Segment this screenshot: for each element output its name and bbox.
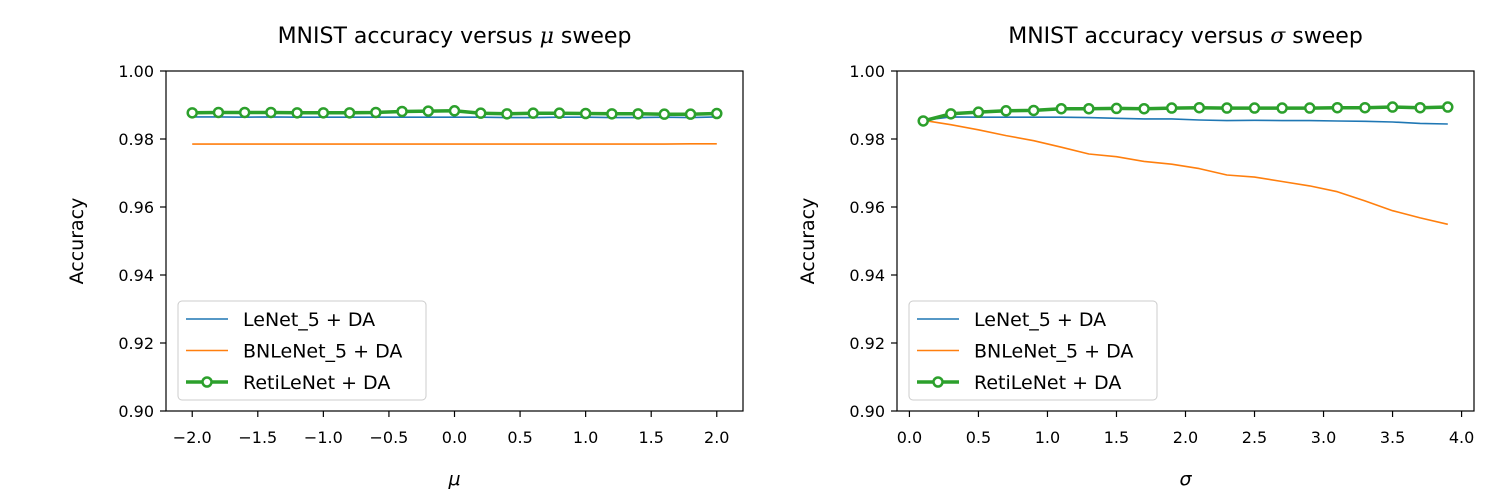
- x-tick-label: 0.0: [442, 428, 467, 447]
- series-point: [502, 109, 511, 118]
- series-point: [946, 109, 955, 118]
- y-axis-label: Accuracy: [66, 198, 88, 285]
- series-point: [188, 108, 197, 117]
- x-tick-label: 4.0: [1449, 428, 1474, 447]
- x-tick-label: 2.0: [704, 428, 729, 447]
- series-point: [529, 109, 538, 118]
- series-point: [1416, 103, 1425, 112]
- series-point: [919, 116, 928, 125]
- series-point: [398, 107, 407, 116]
- series-point: [1305, 104, 1314, 113]
- series-point: [1002, 106, 1011, 115]
- chart-title-suffix: sweep: [554, 24, 631, 49]
- chart-title-prefix: MNIST accuracy versus: [1008, 24, 1270, 49]
- series-point: [1443, 103, 1452, 112]
- series-line-1: [923, 117, 1448, 124]
- series-point: [371, 108, 380, 117]
- series-point: [1112, 104, 1121, 113]
- chart-title: MNIST accuracy versus μ sweep: [278, 24, 632, 49]
- series-point: [319, 108, 328, 117]
- y-tick-label: 0.94: [118, 266, 154, 285]
- y-tick-label: 0.92: [849, 334, 885, 353]
- series-point: [1250, 104, 1259, 113]
- series-point: [1222, 104, 1231, 113]
- chart-panel-1: MNIST accuracy versus μ sweep 0.90 0.92 0.9…: [66, 24, 743, 490]
- x-tick-label: 1.5: [1104, 428, 1129, 447]
- series-point: [686, 110, 695, 119]
- y-tick-label: 0.96: [849, 198, 885, 217]
- series-point: [214, 108, 223, 117]
- chart-title-prefix: MNIST accuracy versus: [278, 24, 540, 49]
- y-tick-label: 1.00: [118, 62, 154, 81]
- legend-label-1: LeNet_5 + DA: [974, 309, 1106, 331]
- legend-label-2: BNLeNet_5 + DA: [974, 341, 1133, 363]
- x-tick-label: 0.5: [507, 428, 532, 447]
- legend-label-1: LeNet_5 + DA: [243, 309, 375, 331]
- x-tick-label: 3.5: [1380, 428, 1405, 447]
- x-tick-label: −1.0: [304, 428, 343, 447]
- series-point: [712, 109, 721, 118]
- legend-label-2: BNLeNet_5 + DA: [243, 341, 402, 363]
- series-point: [266, 108, 275, 117]
- x-tick-label: 0.5: [966, 428, 991, 447]
- series-point: [1333, 103, 1342, 112]
- x-tick-label: 2.0: [1173, 428, 1198, 447]
- x-tick-label: −2.0: [173, 428, 212, 447]
- y-tick-label: 0.92: [118, 334, 154, 353]
- x-tick-label: −1.5: [238, 428, 277, 447]
- chart-title: MNIST accuracy versus σ sweep: [1008, 24, 1363, 49]
- legend-label-3: RetiLeNet + DA: [974, 372, 1121, 394]
- x-tick-label: 3.0: [1311, 428, 1336, 447]
- series-point: [450, 106, 459, 115]
- x-axis-label: σ: [1179, 468, 1192, 490]
- y-tick-label: 0.94: [849, 266, 885, 285]
- legend-marker: [934, 378, 943, 387]
- series-point: [1140, 104, 1149, 113]
- y-axis-label: Accuracy: [797, 198, 819, 285]
- x-tick-label: 0.0: [897, 428, 922, 447]
- series-line-2: [923, 120, 1448, 224]
- series-point: [1360, 103, 1369, 112]
- x-tick-label: 2.5: [1242, 428, 1267, 447]
- x-tick-label: −0.5: [370, 428, 409, 447]
- y-tick-label: 0.90: [849, 402, 885, 421]
- x-tick-label: 1.0: [1035, 428, 1060, 447]
- series-point: [1029, 106, 1038, 115]
- legend-label-3: RetiLeNet + DA: [243, 372, 390, 394]
- series-point: [1388, 103, 1397, 112]
- y-tick-label: 0.90: [118, 402, 154, 421]
- series-point: [293, 108, 302, 117]
- series-point: [1084, 104, 1093, 113]
- series-point: [1057, 104, 1066, 113]
- y-tick-label: 0.98: [849, 130, 885, 149]
- x-axis-label: μ: [447, 468, 460, 490]
- series-point: [1278, 104, 1287, 113]
- x-tick-label: 1.0: [573, 428, 598, 447]
- series-point: [974, 108, 983, 117]
- series-point: [1167, 104, 1176, 113]
- y-tick-label: 0.96: [118, 198, 154, 217]
- series-point: [1195, 103, 1204, 112]
- y-tick-label: 1.00: [849, 62, 885, 81]
- series-point: [345, 108, 354, 117]
- chart-panel-2: MNIST accuracy versus σ sweep 0.90 0.92 0.9…: [797, 24, 1474, 490]
- series-point: [555, 109, 564, 118]
- chart-title-symbol: μ: [540, 24, 554, 49]
- series-point: [581, 109, 590, 118]
- series-point: [424, 107, 433, 116]
- series-point: [660, 110, 669, 119]
- series-point: [240, 108, 249, 117]
- x-tick-label: 1.5: [638, 428, 663, 447]
- series-point: [476, 109, 485, 118]
- chart-title-symbol: σ: [1270, 24, 1286, 49]
- legend-marker: [203, 378, 212, 387]
- series-point: [607, 109, 616, 118]
- series-point: [634, 109, 643, 118]
- y-tick-label: 0.98: [118, 130, 154, 149]
- chart-title-suffix: sweep: [1285, 24, 1362, 49]
